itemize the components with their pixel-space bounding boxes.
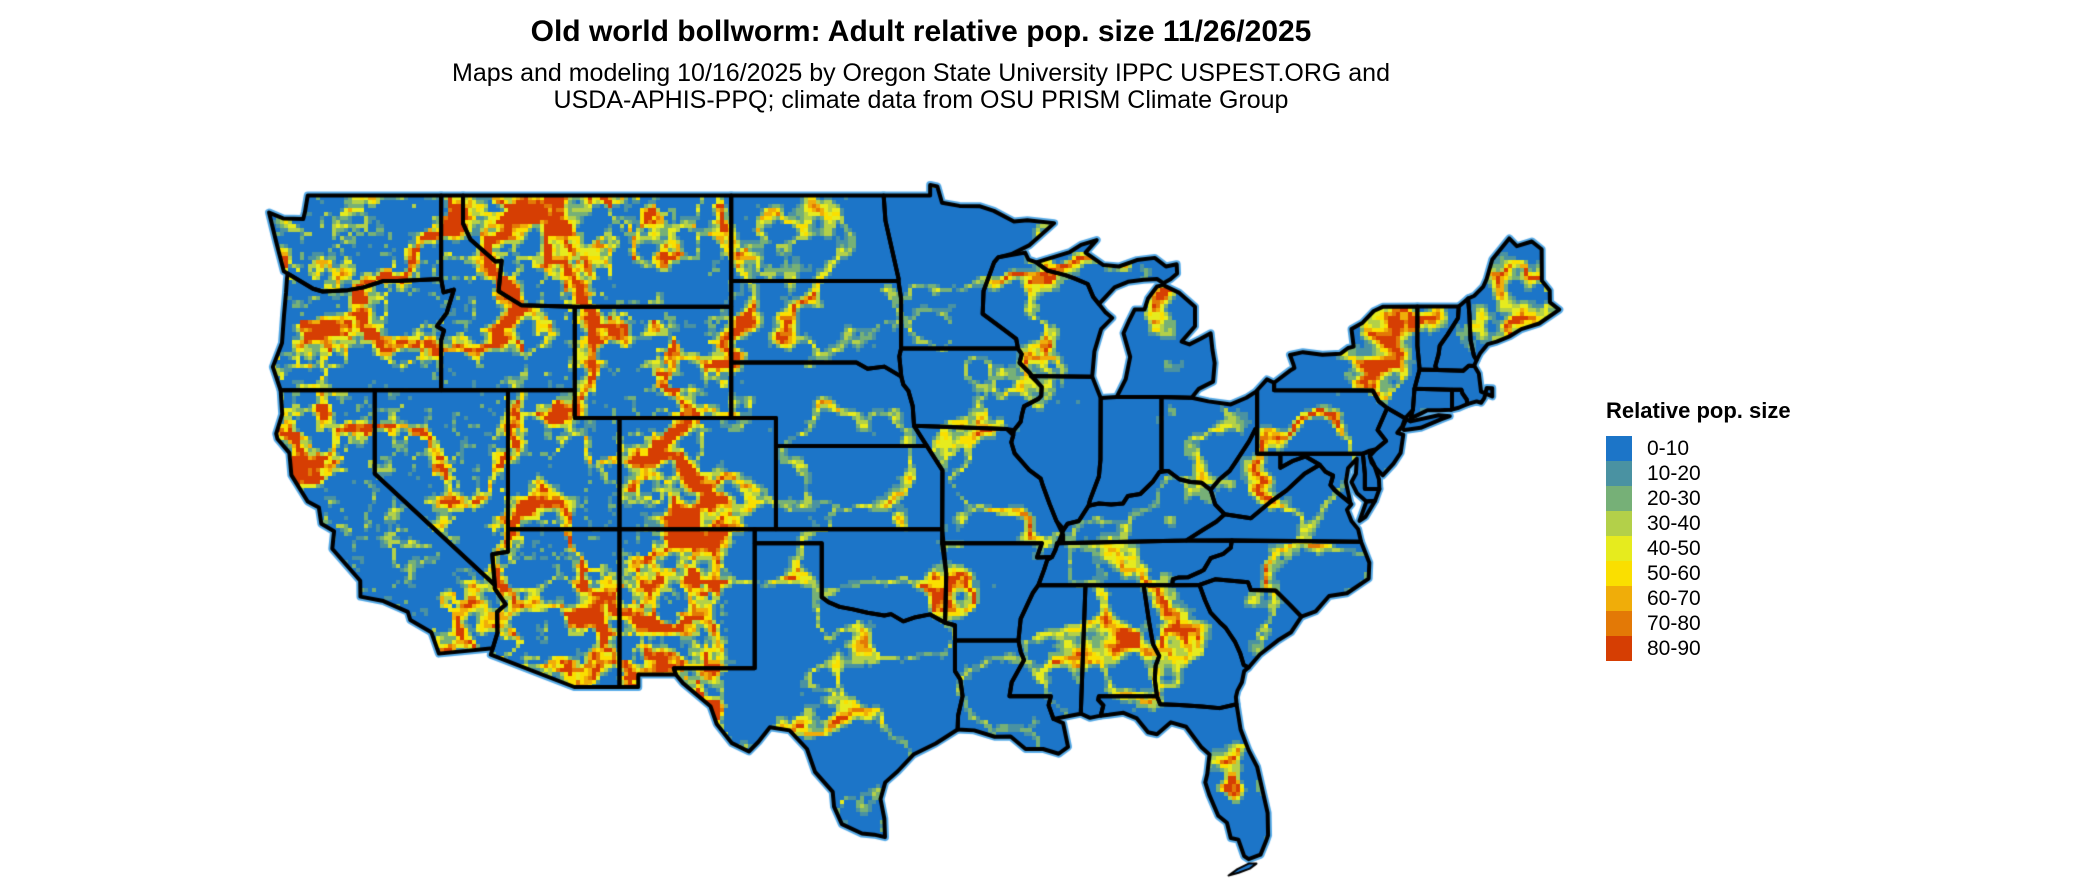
map-title: Old world bollworm: Adult relative pop. … — [530, 15, 1312, 48]
legend-title: Relative pop. size — [1606, 398, 1791, 423]
map-subtitle: Maps and modeling 10/16/2025 by Oregon S… — [0, 60, 1842, 114]
legend-label: 30-40 — [1647, 511, 1701, 535]
legend-swatch — [1606, 536, 1632, 561]
legend-item: 70-80 — [1606, 611, 1791, 636]
legend-item: 40-50 — [1606, 536, 1791, 561]
legend-item: 20-30 — [1606, 486, 1791, 511]
legend-item: 60-70 — [1606, 586, 1791, 611]
legend-label: 40-50 — [1647, 536, 1701, 560]
legend-label: 80-90 — [1647, 636, 1701, 660]
legend-label: 10-20 — [1647, 461, 1701, 485]
legend-item: 50-60 — [1606, 561, 1791, 586]
subtitle-line-2: USDA-APHIS-PPQ; climate data from OSU PR… — [553, 86, 1289, 114]
legend-swatch — [1606, 486, 1632, 511]
subtitle-line-1: Maps and modeling 10/16/2025 by Oregon S… — [452, 59, 1390, 87]
legend-swatch — [1606, 461, 1632, 486]
legend-label: 50-60 — [1647, 561, 1701, 585]
legend-swatch — [1606, 511, 1632, 536]
legend-item: 10-20 — [1606, 461, 1791, 486]
legend-swatch — [1606, 436, 1632, 461]
legend-label: 60-70 — [1647, 586, 1701, 610]
legend-label: 0-10 — [1647, 436, 1690, 460]
legend-swatch — [1606, 586, 1632, 611]
legend-swatch — [1606, 561, 1632, 586]
legend: Relative pop. size 0-10 10-20 20-30 30-40 40… — [1606, 398, 1791, 661]
legend-swatch — [1606, 611, 1632, 636]
legend-swatch — [1606, 636, 1632, 661]
legend-label: 20-30 — [1647, 486, 1701, 510]
legend-item: 80-90 — [1606, 636, 1791, 661]
legend-item: 0-10 — [1606, 436, 1791, 461]
legend-items: 0-10 10-20 20-30 30-40 40-50 50-60 60-70 70-80 8… — [1606, 436, 1791, 661]
legend-label: 70-80 — [1647, 611, 1701, 635]
legend-item: 30-40 — [1606, 511, 1791, 536]
